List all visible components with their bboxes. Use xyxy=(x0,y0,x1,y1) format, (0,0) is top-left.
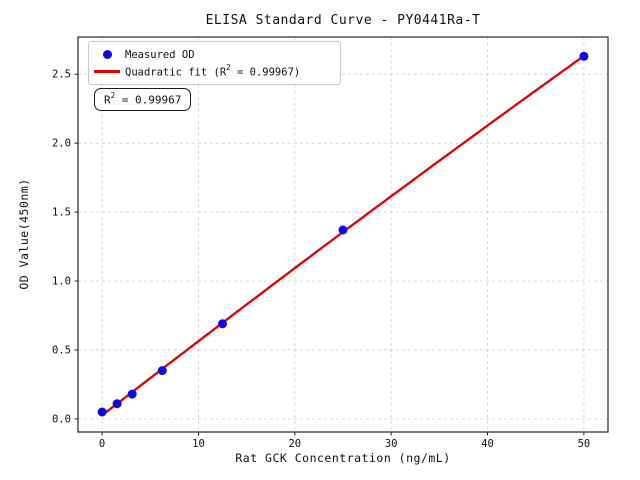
x-tick-label: 20 xyxy=(288,438,301,450)
x-tick-label: 50 xyxy=(578,438,591,450)
y-tick-label: 1.0 xyxy=(52,276,71,288)
legend-label-quadratic-fit: Quadratic fit (R2 = 0.99967) xyxy=(125,63,301,79)
chart-title: ELISA Standard Curve - PY0441Ra-T xyxy=(205,13,481,28)
x-tick-label: 10 xyxy=(192,438,205,450)
superscript-2: 2 xyxy=(226,63,231,73)
data-point xyxy=(338,225,348,235)
x-axis-label: Rat GCK Concentration (ng/mL) xyxy=(235,451,451,465)
fit-line-marker-icon xyxy=(94,70,120,73)
plot-border xyxy=(77,36,609,433)
superscript-2: 2 xyxy=(110,91,116,100)
legend-marker-cell xyxy=(89,70,125,73)
legend-label-measured-od: Measured OD xyxy=(125,48,195,61)
data-point xyxy=(112,399,122,409)
y-tick-label: 0.0 xyxy=(52,413,71,425)
y-axis-label: OD Value(450nm) xyxy=(17,178,31,290)
y-tick-label: 2.0 xyxy=(52,138,71,150)
x-tick-label: 30 xyxy=(385,438,398,450)
r-squared-annotation: R2 = 0.99967 xyxy=(94,88,192,111)
legend-item-measured-od: Measured OD xyxy=(89,46,334,63)
data-point xyxy=(127,389,137,399)
legend-marker-cell xyxy=(89,50,125,59)
data-point xyxy=(157,366,167,376)
legend: Measured OD Quadratic fit (R2 = 0.99967) xyxy=(88,41,341,85)
data-point xyxy=(97,407,107,417)
data-point xyxy=(218,319,227,329)
y-tick-label: 2.5 xyxy=(52,69,71,81)
y-tick-label: 1.5 xyxy=(52,207,71,219)
x-tick-label: 40 xyxy=(481,438,494,450)
scatter-marker-icon xyxy=(102,50,112,59)
data-point xyxy=(579,51,589,61)
legend-item-quadratic-fit: Quadratic fit (R2 = 0.99967) xyxy=(89,63,334,80)
x-tick-label: 0 xyxy=(99,438,105,450)
y-tick-label: 0.5 xyxy=(52,344,71,356)
